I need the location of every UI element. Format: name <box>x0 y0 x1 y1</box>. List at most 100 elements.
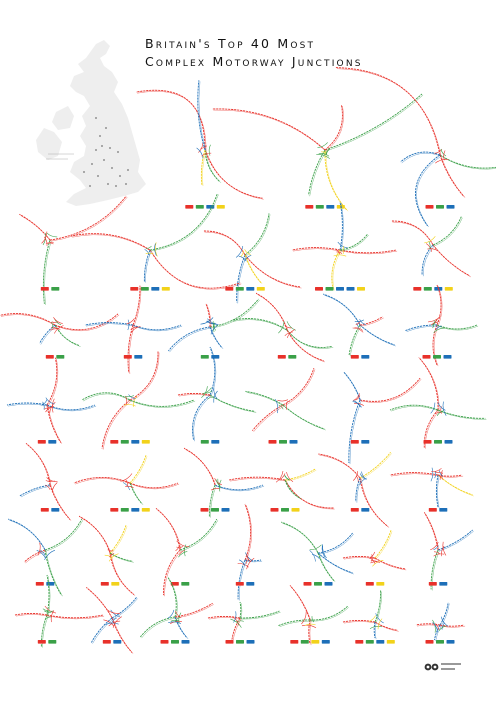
slip-road <box>369 626 382 629</box>
slip-road <box>311 616 315 623</box>
motorway-carriageway <box>375 558 407 571</box>
motorway-carriageway <box>156 509 182 552</box>
motorway-tag <box>51 287 60 291</box>
motorway-carriageway <box>174 602 213 618</box>
motorway-tag <box>225 640 234 644</box>
motorway-carriageway <box>435 474 439 508</box>
motorway-carriageway <box>244 254 301 288</box>
slip-road <box>169 621 182 625</box>
slip-road <box>246 554 251 563</box>
slip-road <box>333 254 347 257</box>
motorway-tag <box>110 508 119 512</box>
slip-road <box>433 545 439 550</box>
slip-road <box>213 390 218 403</box>
motorway-carriageway <box>285 480 335 510</box>
slip-road <box>372 560 384 567</box>
slip-road <box>371 554 373 562</box>
motorway-tag <box>48 640 57 644</box>
slip-road <box>437 402 446 411</box>
motorway-carriageway <box>438 325 479 331</box>
motorway-carriageway <box>440 603 450 627</box>
motorway-carriageway <box>101 399 131 449</box>
motorway-carriageway <box>111 597 137 619</box>
slip-road <box>245 558 249 564</box>
junction-36 <box>140 577 214 644</box>
motorway-tag <box>111 582 120 586</box>
motorway-carriageway <box>341 234 369 252</box>
motorway-carriageway <box>209 394 256 412</box>
motorway-carriageway <box>309 621 312 646</box>
motorway-carriageway <box>323 293 361 326</box>
motorway-carriageway <box>324 104 343 151</box>
motorway-tag <box>350 508 359 512</box>
motorway-carriageway <box>317 532 353 554</box>
motorway-carriageway <box>80 517 112 555</box>
slip-road <box>131 326 141 333</box>
motorway-tag <box>110 440 119 444</box>
slip-road <box>244 255 252 262</box>
motorway-carriageway <box>425 513 440 552</box>
motorway-carriageway <box>389 472 439 476</box>
slip-road <box>111 617 117 623</box>
motorway-carriageway <box>374 530 392 559</box>
motorway-tag <box>161 287 170 291</box>
junction-32 <box>342 530 407 586</box>
motorway-carriageway <box>339 201 343 251</box>
motorway-carriageway <box>50 486 72 521</box>
motorway-tag <box>181 582 190 586</box>
motorway-carriageway <box>130 352 160 402</box>
slip-road <box>354 327 363 331</box>
slip-road <box>439 472 444 480</box>
motorway-carriageway <box>317 552 335 581</box>
slip-road <box>375 613 384 624</box>
motorway-carriageway <box>129 455 147 484</box>
motorway-tag <box>288 355 297 359</box>
motorway-carriageway <box>342 555 376 559</box>
motorway-carriageway <box>44 241 52 305</box>
slip-road <box>359 477 367 485</box>
motorway-carriageway <box>286 329 333 348</box>
motorway-carriageway <box>232 319 289 332</box>
slip-road <box>434 471 436 479</box>
motorway-carriageway <box>356 479 362 503</box>
motorway-carriageway <box>150 250 242 290</box>
motorway-carriageway <box>130 484 144 506</box>
slip-road <box>430 402 436 414</box>
junction-12 <box>231 292 334 363</box>
motorway-carriageway <box>48 615 105 620</box>
motorway-carriageway <box>282 522 320 555</box>
slip-road <box>202 387 212 394</box>
motorway-carriageway <box>359 377 421 402</box>
slip-road <box>146 245 152 249</box>
slip-road <box>36 550 46 559</box>
motorway-tag <box>113 640 122 644</box>
motorway-carriageway <box>40 614 48 647</box>
motorway-tag <box>350 440 359 444</box>
motorway-tag <box>443 355 452 359</box>
motorway-tag <box>51 508 60 512</box>
motorway-carriageway <box>433 326 439 367</box>
motorway-carriageway <box>343 372 361 401</box>
junction-22 <box>73 455 180 512</box>
motorway-carriageway <box>348 324 361 356</box>
junction-37 <box>207 601 281 644</box>
motorway-carriageway <box>361 317 384 327</box>
slip-road <box>44 549 56 561</box>
motorway-carriageway <box>78 515 111 554</box>
motorway-carriageway <box>72 234 152 252</box>
motorway-carriageway <box>439 154 465 197</box>
motorway-carriageway <box>439 154 496 169</box>
slip-road <box>45 242 54 245</box>
slip-road <box>43 236 48 246</box>
motorway-carriageway <box>145 251 152 283</box>
slip-road <box>301 624 317 629</box>
slip-road <box>215 479 221 487</box>
slip-road <box>126 318 135 325</box>
motorway-tag <box>436 640 444 644</box>
slip-road <box>321 545 326 558</box>
junction-39 <box>342 590 399 644</box>
slip-road <box>277 399 289 402</box>
motorway-carriageway <box>168 326 211 352</box>
motorway-tag <box>270 508 279 512</box>
